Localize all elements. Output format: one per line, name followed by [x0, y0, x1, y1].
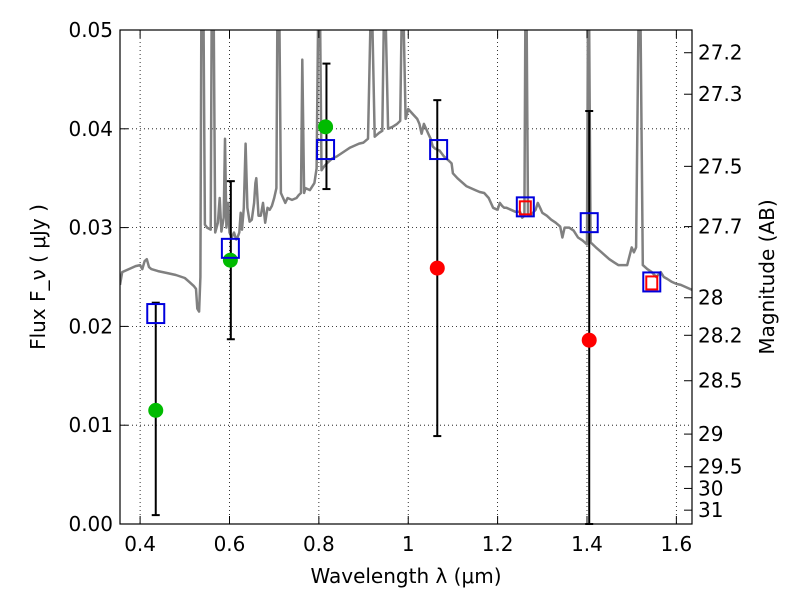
- square-blue-point: [316, 139, 336, 161]
- right-tick-label: 28.5: [698, 369, 743, 393]
- right-tick-label: 27.7: [698, 215, 743, 239]
- axis-ticks: 0.4 0.6 0.8 1 1.2 1.4 1.6 0.00 0.01 0.02 0.03 0.04 0…: [68, 18, 742, 556]
- circle-red-point: [429, 260, 445, 276]
- y-tick-label: 0.00: [68, 512, 113, 536]
- x-tick-label: 0.8: [303, 532, 335, 556]
- circle-green-point: [148, 402, 164, 418]
- square-blue-point: [642, 271, 662, 293]
- y-tick-label: 0.01: [68, 413, 113, 437]
- model-spectrum-line: [120, 30, 692, 313]
- right-tick-label: 28: [698, 286, 723, 310]
- square-red-point: [645, 275, 659, 291]
- y-tick-label: 0.03: [68, 216, 113, 240]
- right-tick-label: 27.3: [698, 82, 743, 106]
- square-blue-point: [146, 303, 166, 325]
- x-tick-label: 0.6: [214, 532, 246, 556]
- x-tick-label: 0.4: [124, 532, 156, 556]
- x-axis-label: Wavelength λ (μm): [310, 564, 501, 588]
- x-tick-label: 1.2: [482, 532, 514, 556]
- right-tick-label: 29.5: [698, 455, 743, 479]
- x-tick-label: 1.4: [571, 532, 603, 556]
- circle-red-point: [581, 332, 597, 348]
- x-tick-label: 1: [402, 532, 415, 556]
- y-tick-label: 0.02: [68, 314, 113, 338]
- data-markers: [146, 119, 662, 418]
- right-tick-label: 27.2: [698, 41, 743, 65]
- square-blue-point: [429, 139, 449, 161]
- circle-green-point: [222, 252, 238, 268]
- right-tick-label: 31: [698, 498, 723, 522]
- right-tick-label: 30: [698, 476, 723, 500]
- y-tick-label: 0.05: [68, 18, 113, 42]
- circle-green-point: [318, 119, 334, 135]
- model-spectrum-layer: [120, 30, 692, 313]
- right-tick-label: 28.2: [698, 323, 743, 347]
- right-tick-label: 27.5: [698, 154, 743, 178]
- y-axis-label-right: Magnitude (AB): [755, 199, 779, 354]
- plot-frame: [119, 29, 693, 525]
- square-blue-point: [220, 237, 240, 259]
- right-tick-label: 29: [698, 422, 723, 446]
- square-blue-point: [515, 196, 535, 218]
- x-tick-label: 1.6: [660, 532, 692, 556]
- square-blue-point: [579, 212, 599, 234]
- square-red-point: [518, 200, 532, 216]
- y-tick-label: 0.04: [68, 117, 113, 141]
- y-axis-label-left: Flux F_ν ( μJy ): [26, 204, 50, 350]
